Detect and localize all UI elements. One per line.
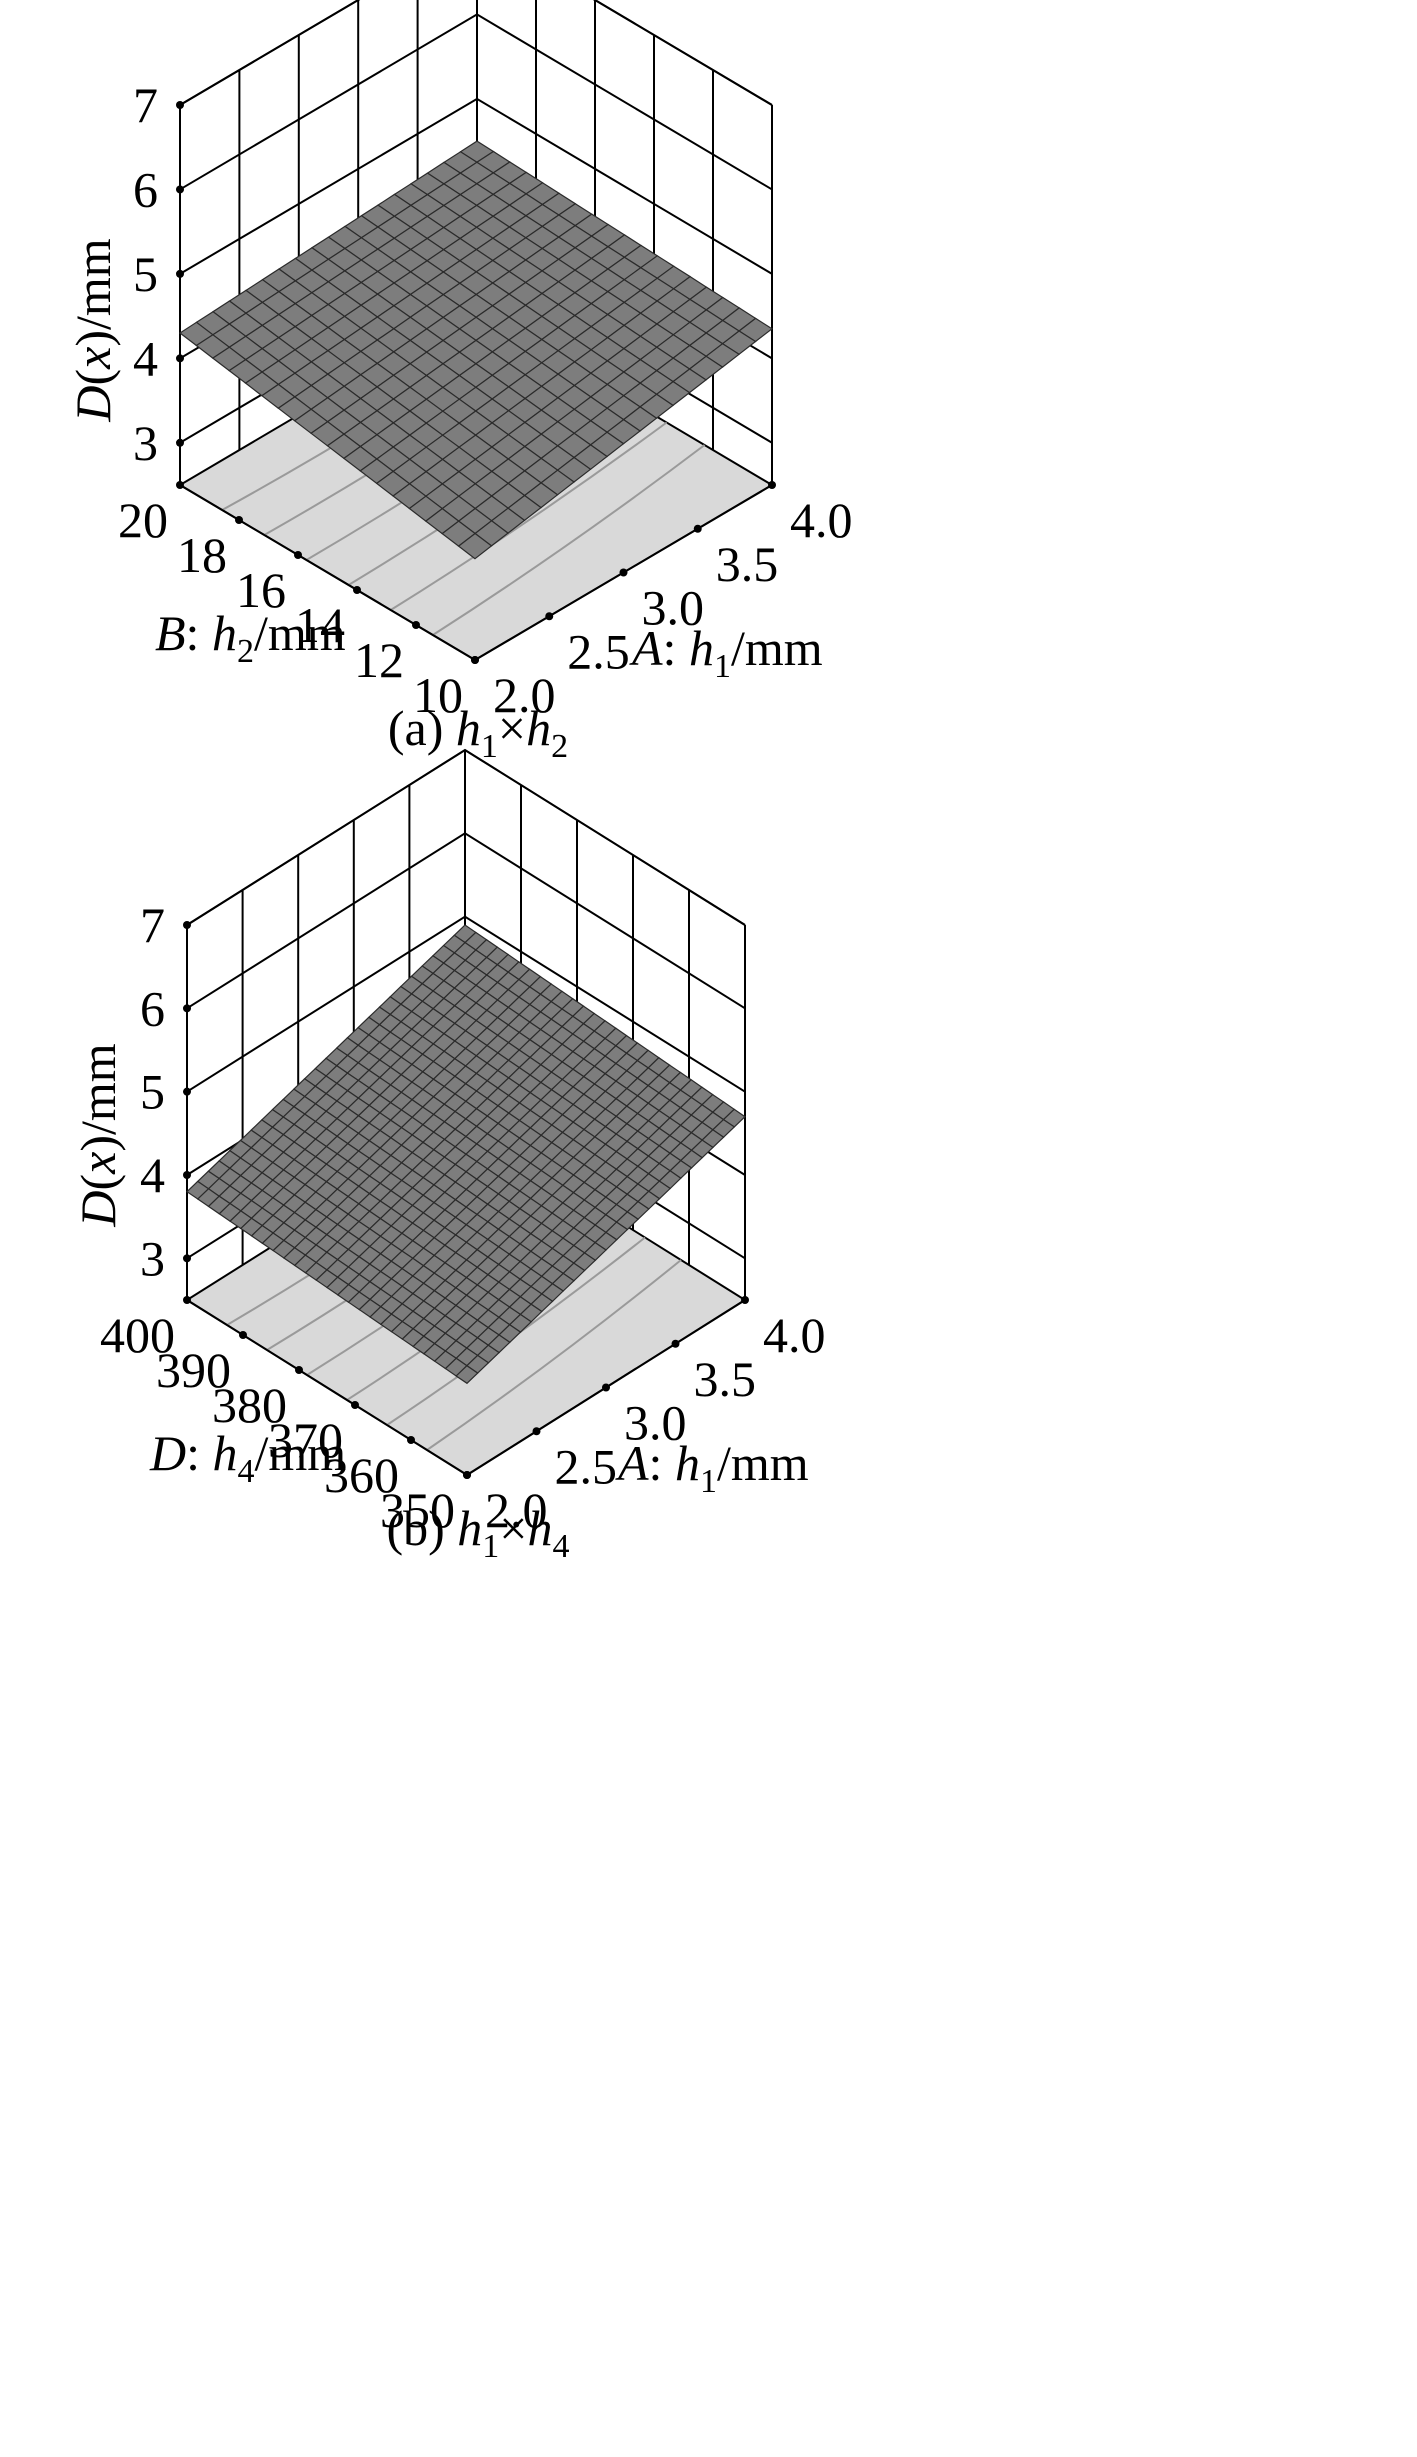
a-tick-label: 4.0 [790,492,853,548]
wall-gridline [186,832,746,1010]
wall-gridline [179,0,773,106]
z-tick-label: 6 [140,980,165,1036]
b-tick-label: 400 [100,1307,175,1363]
surface-cell [455,1364,479,1385]
b-tick-mark [463,1471,471,1479]
z-tick-label: 7 [133,77,158,133]
a-tick-mark [545,612,554,621]
a-tick-mark [619,568,628,577]
z-tick-mark [176,185,184,194]
b-tick-mark [353,586,361,594]
z-tick-label: 5 [133,246,158,302]
z-axis-label: D(x)/mm [65,238,121,422]
b-axis-label: B: h2/mm [155,605,346,670]
response-surface [178,140,774,560]
a-tick-label: 2.0 [493,667,556,723]
z-tick-label: 7 [140,897,165,953]
b-tick-mark [239,1331,247,1339]
b-tick-mark [471,656,479,664]
a-tick-mark [671,1339,680,1348]
a-tick-label: 2.5 [567,623,630,679]
a-tick-label: 3.0 [642,580,705,636]
a-tick-label: 2.5 [555,1438,618,1494]
z-tick-mark [183,1087,191,1096]
a-tick-label: 2.0 [485,1482,548,1538]
z-tick-label: 4 [140,1147,165,1203]
a-tick-label: 3.0 [624,1395,687,1451]
b-axis-line [186,1299,468,1476]
a-tick-mark [741,1296,749,1304]
z-tick-mark [183,921,191,929]
z-tick-mark [176,101,184,109]
a-tick-label: 3.5 [694,1351,757,1407]
b-tick-mark [294,551,302,559]
floor-contour [390,421,668,611]
z-tick-mark [183,1171,191,1179]
z-tick-mark [176,354,184,363]
b-tick-label: 20 [118,492,168,548]
b-tick-mark [176,481,184,489]
b-tick-label: 350 [380,1482,455,1538]
b-tick-mark [183,1296,191,1304]
z-tick-label: 4 [133,330,158,386]
b-tick-label: 370 [268,1412,343,1468]
b-tick-mark [295,1366,303,1374]
z-tick-mark [183,1254,191,1263]
wall-gridline [186,748,746,926]
a-tick-mark [532,1427,541,1436]
a-tick-mark [693,524,702,533]
wall-gridline [186,915,746,1093]
b-tick-label: 360 [324,1447,399,1503]
a-tick-label: 4.0 [763,1307,826,1363]
b-tick-label: 10 [413,667,463,723]
wall-gridline [179,13,773,191]
panel-caption: (a) h1×h2 [388,700,568,765]
z-tick-label: 6 [133,161,158,217]
b-tick-label: 16 [236,562,286,618]
a-axis-label: A: h1/mm [615,1435,809,1500]
z-tick-label: 3 [140,1230,165,1286]
a-tick-mark [602,1383,610,1392]
z-tick-mark [183,1004,191,1013]
z-tick-label: 5 [140,1064,165,1120]
z-tick-label: 3 [133,415,158,471]
b-tick-mark [235,516,243,524]
b-axis-line [179,484,476,661]
response-surface [186,924,746,1385]
b-tick-mark [351,1401,359,1409]
floor-contour [432,444,706,636]
a-tick-label: 3.5 [716,536,779,592]
b-tick-label: 14 [295,597,345,653]
a-axis-label: A: h1/mm [629,620,823,685]
b-tick-label: 12 [354,632,404,688]
z-tick-mark [176,269,184,278]
b-tick-label: 380 [212,1377,287,1433]
z-axis-label: D(x)/mm [70,1043,126,1227]
panel-caption: (b) h1×h4 [386,1500,569,1565]
surface-cell [457,532,493,560]
b-tick-mark [412,621,420,629]
b-axis-label: D: h4/mm [149,1425,346,1490]
z-tick-mark [176,438,184,447]
b-tick-mark [407,1436,415,1444]
wall-gridline [179,97,773,275]
floor-contour [426,1259,682,1451]
a-tick-mark [768,481,776,489]
b-tick-label: 18 [177,527,227,583]
b-tick-label: 390 [156,1342,231,1398]
